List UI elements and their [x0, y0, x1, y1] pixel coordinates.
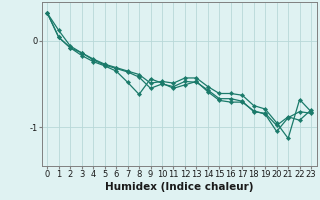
- X-axis label: Humidex (Indice chaleur): Humidex (Indice chaleur): [105, 182, 253, 192]
